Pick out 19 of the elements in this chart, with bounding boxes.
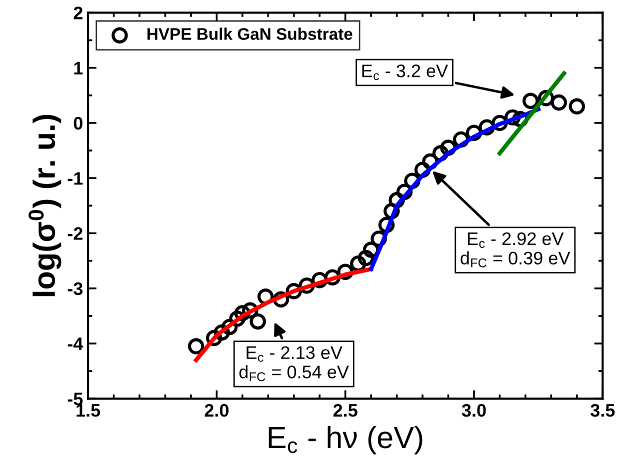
x-tick-label: 2.5: [333, 404, 358, 417]
text: E$_{c}$ - 2.13 eV d$_{FC}$ = 0.54 eV: [239, 346, 349, 382]
annotation: E$_{c}$ - 3.2 eV: [362, 64, 448, 80]
y-tick-label: -3: [68, 282, 83, 296]
y-axis-title: log(σ$^{0}$) (r. u.): [28, 114, 62, 296]
y-tick-label: 2: [74, 6, 82, 20]
y-tick-label: -2: [68, 227, 82, 240]
x-tick-label: 3.5: [590, 404, 615, 417]
y-tick-label: 1: [74, 62, 83, 74]
text: E$_{c}$ - 2.92 eV d$_{FC}$ = 0.39 eV: [460, 232, 570, 268]
legend-label: HVPE Bulk GaN Substrate: [147, 28, 352, 40]
x-tick-label: 2.0: [204, 404, 228, 417]
y-tick-label: 0: [74, 116, 82, 130]
x-tick-label: 1.5: [76, 404, 100, 417]
y-tick-label: -4: [68, 338, 84, 350]
y-tick-label: -5: [68, 392, 83, 406]
x-tick-label: 3.0: [462, 404, 486, 417]
y-tick-label: -1: [68, 172, 83, 185]
x-axis-title: E$_{c}$ - hν (eV): [268, 426, 422, 454]
